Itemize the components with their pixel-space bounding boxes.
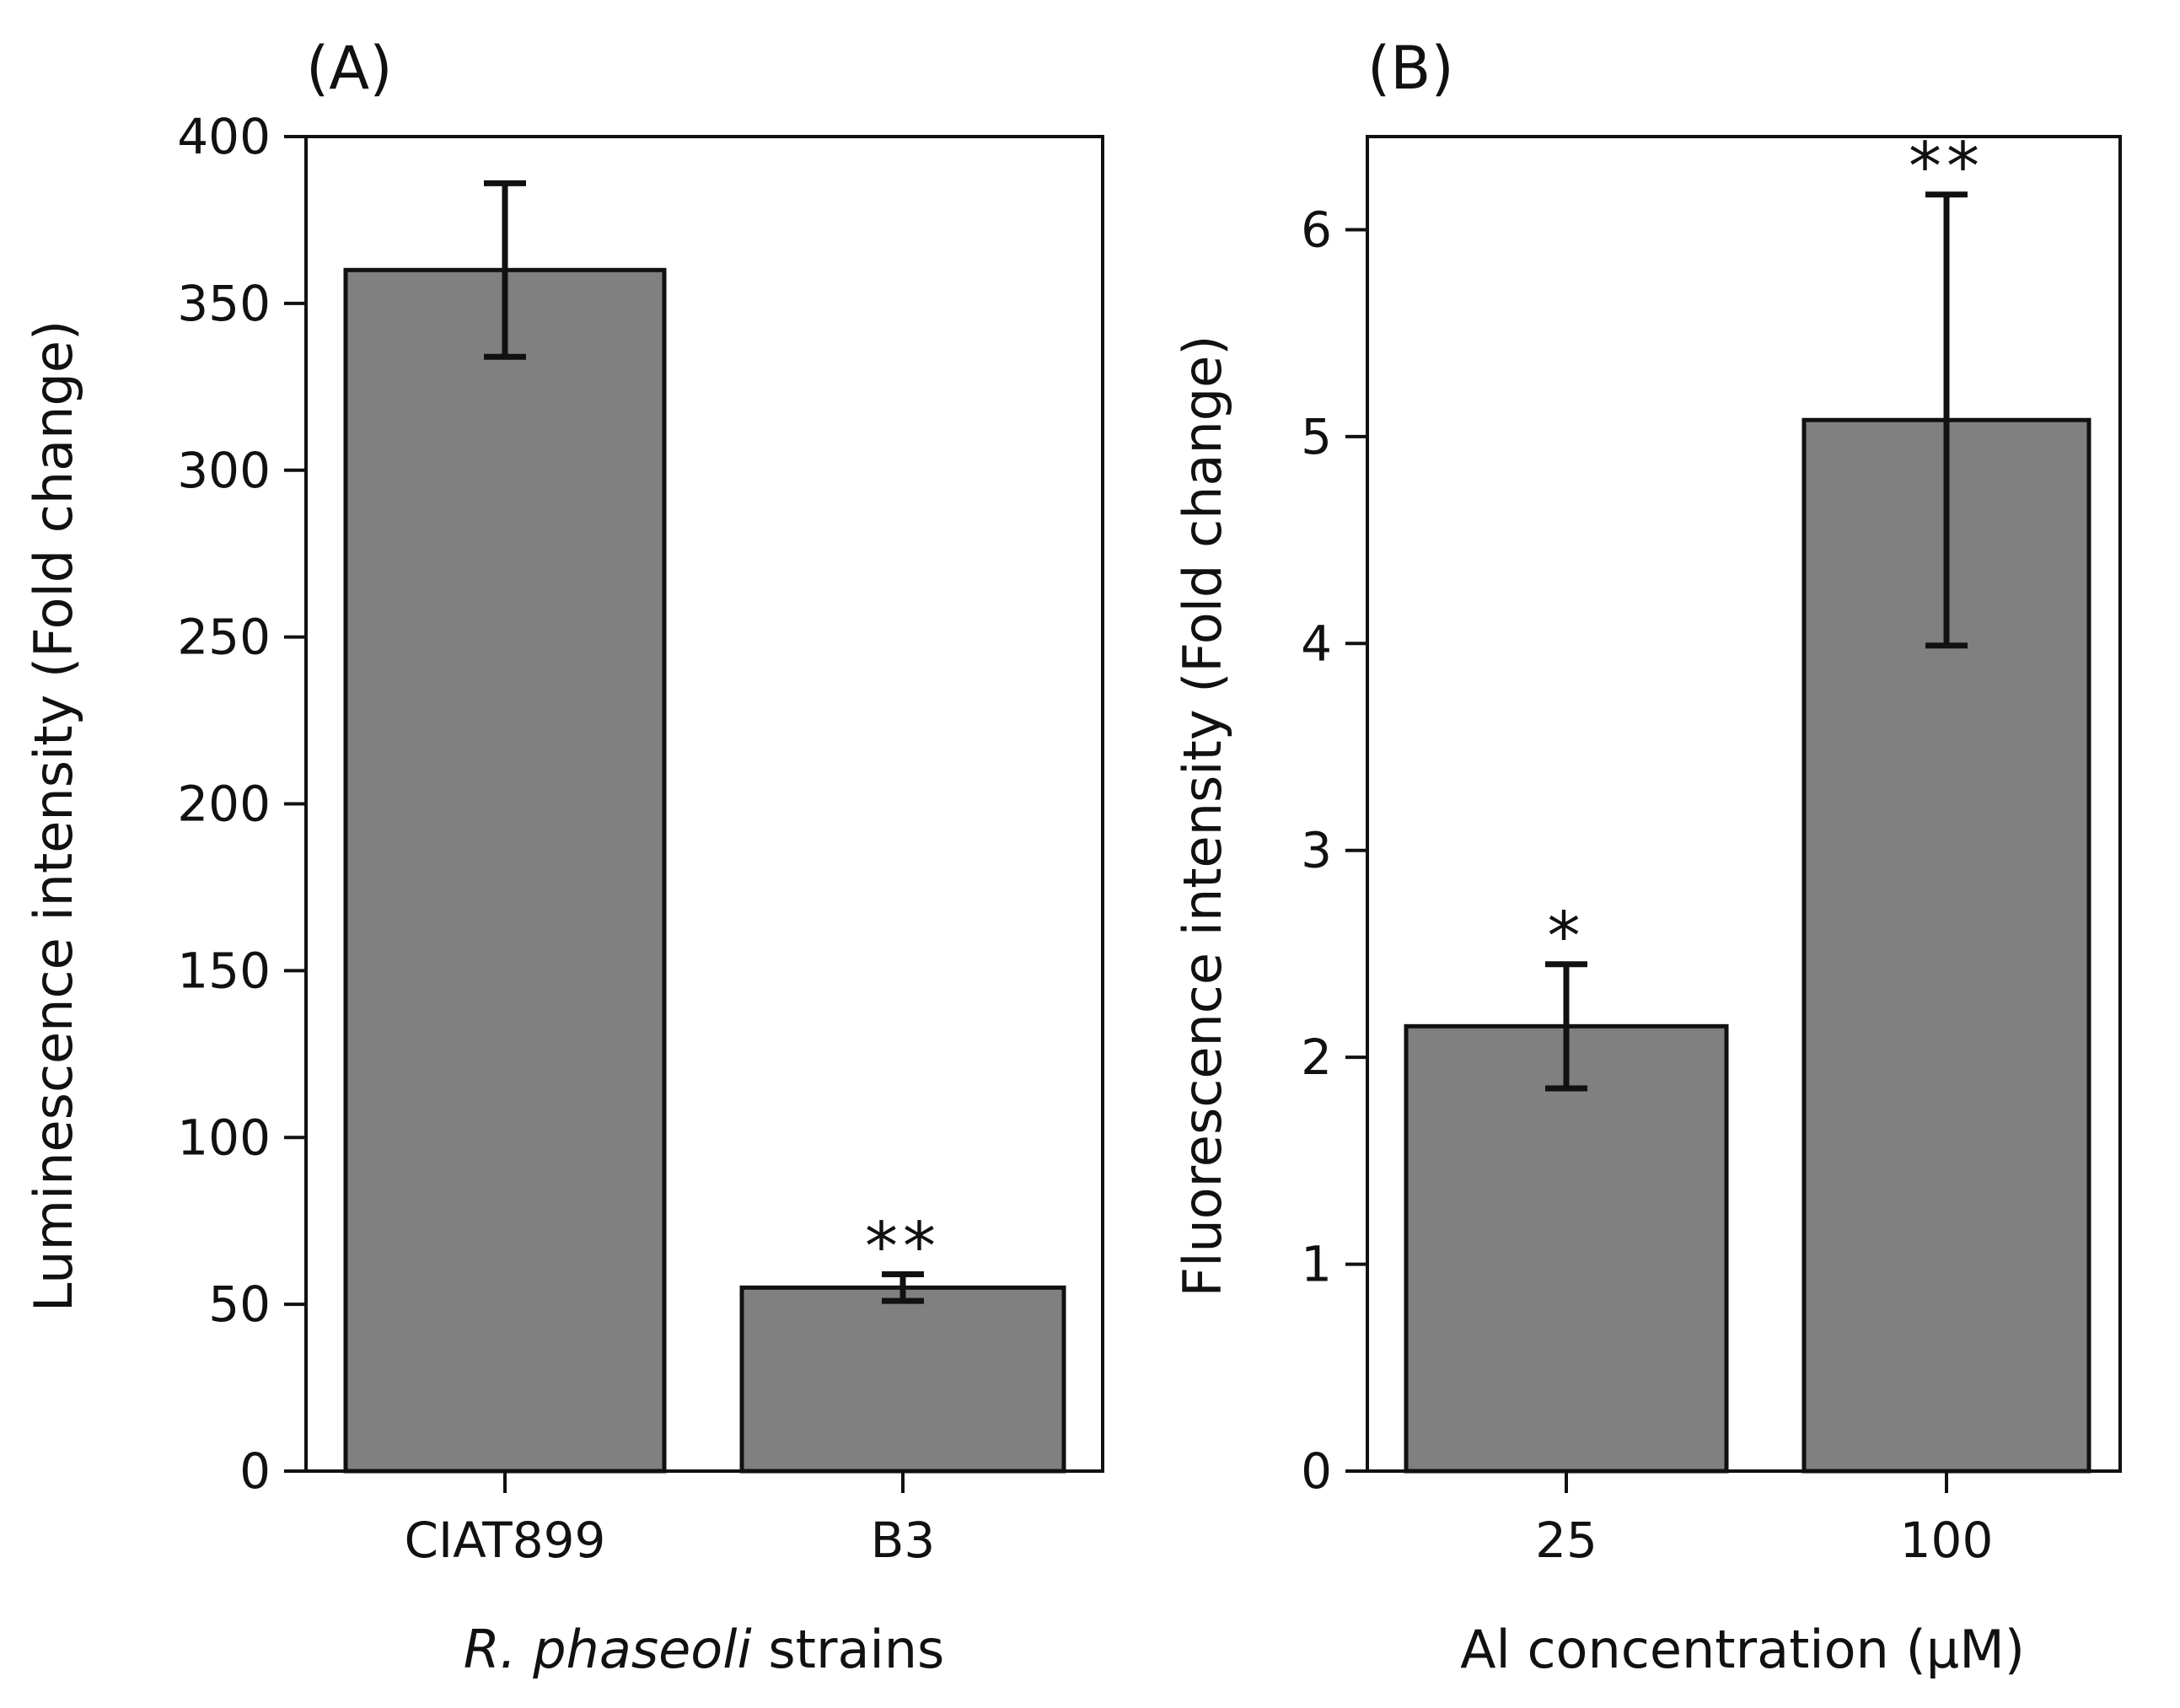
panel-b-y-tick-label: 3	[1301, 822, 1332, 879]
panel-b-x-axis-label: Al concentration (µM)	[1460, 1619, 2025, 1680]
panel-b-label: (B)	[1367, 34, 1454, 103]
panel-a-y-tick-label: 0	[239, 1442, 271, 1500]
panel-b-y-tick-label: 1	[1301, 1236, 1332, 1293]
panel-a-bar-1	[739, 1285, 1066, 1474]
panel-a-x-ticks: CIAT899 B3	[405, 1471, 936, 1569]
panel-b-significance-marker: *	[1548, 900, 1586, 975]
panel-b-significance-marker: **	[1909, 130, 1984, 206]
panel-a-x-tick-label: B3	[871, 1512, 936, 1569]
panel-b-error-bars	[1545, 191, 1968, 1092]
panel-b-y-tick-label: 4	[1301, 615, 1332, 672]
panel-b-plot-frame	[1366, 135, 2122, 1473]
panel-a-bars	[343, 267, 1066, 1474]
panel-a-y-tick-label: 350	[177, 275, 271, 332]
panel-a-y-tick-label: 400	[177, 108, 271, 165]
panel-b-y-tick-label: 2	[1301, 1029, 1332, 1086]
panel-b-y-tick-label: 6	[1301, 201, 1332, 258]
panel-a-x-axis-label-rest: strains	[752, 1619, 945, 1680]
panel-a-x-tick-label: CIAT899	[405, 1512, 606, 1569]
panel-a-error-bars	[484, 180, 924, 1304]
panel-a-y-axis-label: Luminescence intensity (Fold change)	[23, 320, 84, 1312]
panel-b-chart: (B) Fluorescence intensity (Fold change)…	[1172, 34, 2122, 1680]
panel-a-y-tick-label: 50	[208, 1276, 271, 1333]
panel-b-x-tick-label: 100	[1900, 1512, 1994, 1569]
panel-a-y-tick-label: 250	[177, 609, 271, 666]
panel-a-y-tick-label: 150	[177, 942, 271, 999]
panel-a-chart: (A) Luminescence intensity (Fold change)…	[23, 34, 1104, 1680]
panel-a-y-tick-label: 100	[177, 1109, 271, 1166]
panel-a-x-axis-label-italic: R. phaseoli	[464, 1619, 752, 1680]
panel-a-bar-0	[343, 267, 667, 1474]
panel-b-bars	[1404, 417, 2091, 1474]
panel-a-plot-frame	[304, 135, 1104, 1473]
panel-b-y-axis-label: Fluorescence intensity (Fold change)	[1172, 336, 1233, 1297]
panel-b-y-ticks: 0 1 2 3 4 5 6	[1301, 201, 1367, 1500]
panel-b-x-tick-label: 25	[1535, 1512, 1597, 1569]
panel-a-annotations: **	[865, 1210, 941, 1286]
panel-b-y-tick-label: 0	[1301, 1442, 1332, 1500]
panel-a-y-ticks: 0 50 100 150 200 250 300 350 400	[177, 108, 306, 1500]
panel-b-annotations: ***	[1548, 130, 1984, 975]
panel-b-x-ticks: 25 100	[1535, 1471, 1993, 1569]
panel-b-bar-0	[1404, 1023, 1729, 1474]
panel-a-y-tick-label: 300	[177, 442, 271, 499]
panel-b-y-tick-label: 5	[1301, 408, 1332, 465]
panel-a-x-axis-label: R. phaseoli strains	[464, 1619, 945, 1680]
panel-a-y-tick-label: 200	[177, 776, 271, 833]
panel-a-significance-marker: **	[865, 1210, 941, 1286]
panel-a-label: (A)	[306, 34, 393, 103]
